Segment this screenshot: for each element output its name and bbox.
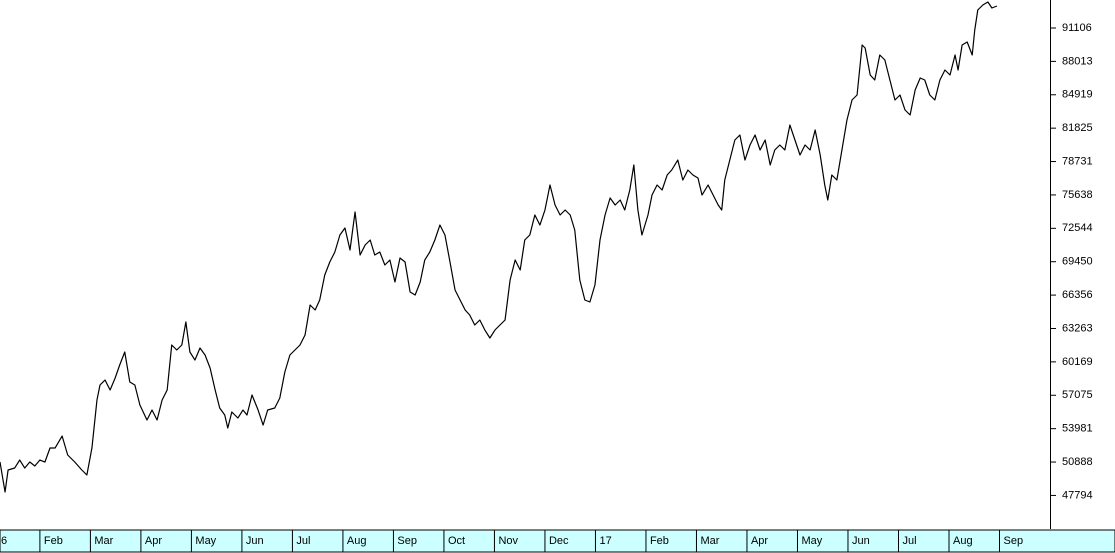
x-tick-label: Jun	[852, 535, 870, 547]
y-tick-label: 75638	[1062, 189, 1093, 201]
x-tick-label: Mar	[94, 535, 113, 547]
y-tick-label: 66356	[1062, 289, 1093, 301]
y-tick-label: 78731	[1062, 155, 1093, 167]
y-tick-label: 81825	[1062, 122, 1093, 134]
x-tick-label: Sep	[1003, 535, 1023, 547]
x-axis-strip	[0, 529, 1115, 553]
y-tick-label: 72544	[1062, 222, 1093, 234]
price-line	[0, 1, 998, 493]
y-tick-label: 53981	[1062, 423, 1093, 435]
y-tick-label: 47794	[1062, 489, 1093, 501]
x-tick-label: Jun	[246, 535, 264, 547]
y-tick-label: 60169	[1062, 356, 1093, 368]
x-tick-label: Feb	[44, 535, 63, 547]
x-tick-label: Aug	[953, 535, 973, 547]
y-tick-label: 50888	[1062, 456, 1093, 468]
x-tick-label: Apr	[751, 535, 768, 547]
x-tick-label: Mar	[700, 535, 719, 547]
y-tick-label: 91106	[1062, 22, 1092, 34]
y-tick-label: 57075	[1062, 389, 1093, 401]
y-tick-label: 63263	[1062, 322, 1093, 334]
x-tick-label: 6	[1, 535, 7, 547]
x-tick-label: Dec	[549, 535, 569, 547]
y-tick-label: 88013	[1062, 55, 1093, 67]
y-tick-label: 84919	[1062, 89, 1093, 101]
x-tick-label: Feb	[650, 535, 669, 547]
y-tick-label: 69450	[1062, 256, 1093, 268]
x-tick-label: Jul	[902, 535, 916, 547]
x-tick-label: Aug	[347, 535, 367, 547]
x-tick-label: Nov	[498, 535, 518, 547]
x-tick-label: 17	[599, 535, 611, 547]
x-tick-label: May	[801, 535, 822, 547]
x-tick-label: Apr	[145, 535, 162, 547]
x-tick-label: Sep	[397, 535, 417, 547]
x-tick-label: Oct	[448, 535, 465, 547]
x-tick-label: May	[195, 535, 216, 547]
x-tick-label: Jul	[296, 535, 310, 547]
